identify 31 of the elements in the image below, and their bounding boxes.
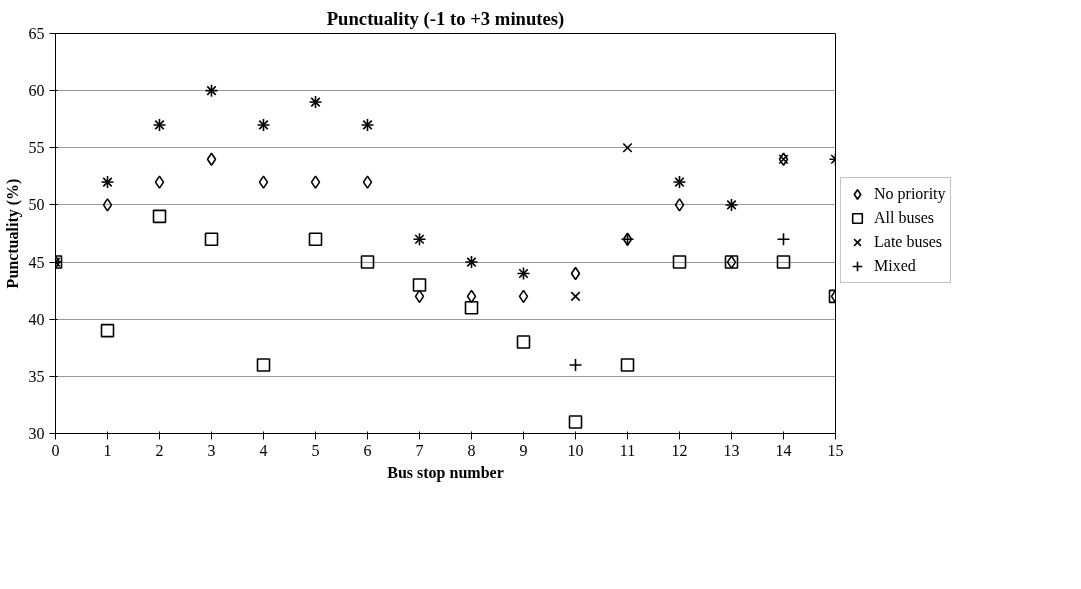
x-tick-label: 13: [723, 441, 740, 459]
y-tick-label: 50: [28, 196, 45, 214]
legend-label: No priority: [874, 185, 946, 203]
y-tick-label: 35: [28, 367, 45, 385]
x-tick-label: 1: [103, 441, 112, 459]
x-tick-label: 10: [567, 441, 584, 459]
y-tick-label: 65: [28, 25, 45, 42]
x-tick-label: 8: [467, 441, 476, 459]
x-tick-label: 7: [415, 441, 424, 459]
x-tick-label: 6: [363, 441, 372, 459]
y-tick-label: 45: [28, 253, 45, 271]
y-tick-label: 60: [28, 82, 45, 100]
x-tick-label: 11: [619, 441, 636, 459]
x-tick-label: 4: [259, 441, 268, 459]
y-tick-label: 40: [28, 310, 45, 328]
x-tick-label: 9: [519, 441, 528, 459]
x-tick-label: 0: [51, 441, 60, 459]
y-tick-label: 30: [28, 425, 45, 442]
y-axis-title: Punctuality (%): [3, 178, 22, 289]
x-tick-label: 14: [775, 441, 792, 459]
x-tick-label: 12: [671, 441, 688, 459]
legend-label: All buses: [874, 209, 934, 227]
legend-label: Late buses: [874, 233, 942, 251]
x-tick-label: 5: [311, 441, 320, 459]
y-tick-label: 55: [28, 139, 45, 157]
x-tick-label: 15: [827, 441, 844, 459]
chart-title: Punctuality (-1 to +3 minutes): [326, 7, 565, 30]
legend-label: Mixed: [874, 257, 916, 275]
x-tick-label: 3: [207, 441, 216, 459]
x-tick-label: 2: [155, 441, 164, 459]
x-axis-title: Bus stop number: [387, 463, 504, 482]
